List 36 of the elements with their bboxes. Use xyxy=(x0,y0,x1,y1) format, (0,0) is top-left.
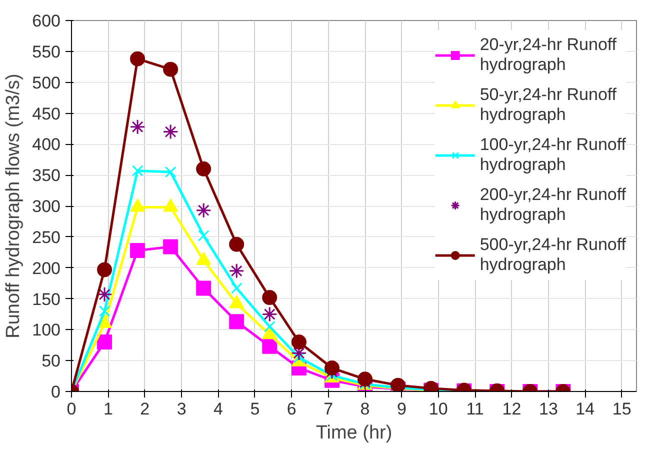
x-tick-label: 12 xyxy=(502,400,522,418)
legend-label: 100-yr,24-hr Runoff hydrograph xyxy=(480,134,626,176)
y-tick-label: 500 xyxy=(32,73,61,92)
y-tick-label: 450 xyxy=(32,104,61,124)
y-tick-label: 50 xyxy=(42,352,61,371)
x-tick-label: 8 xyxy=(360,400,370,418)
y-axis-title: Runoff hydrograph flows (m3/s) xyxy=(3,74,24,338)
legend-label: 20-yr,24-hr Runoff hydrograph xyxy=(480,34,617,76)
y-tick-label: 250 xyxy=(32,228,61,247)
x-tick-label: 15 xyxy=(612,400,632,418)
x-tick-label: 6 xyxy=(286,400,296,418)
x-tick-label: 0 xyxy=(66,400,76,418)
x-tick-label: 2 xyxy=(140,400,150,418)
legend-label: 500-yr,24-hr Runoff hydrograph xyxy=(480,234,626,276)
y-tick-label: 150 xyxy=(32,290,61,309)
legend-label: 200-yr,24-hr Runoff hydrograph xyxy=(480,184,626,226)
x-tick-label: 7 xyxy=(324,400,334,418)
x-axis-title: Time (hr) xyxy=(316,422,392,444)
x-tick-label: 4 xyxy=(214,400,223,418)
y-tick-label: 300 xyxy=(32,197,61,216)
x-tick-label: 3 xyxy=(176,400,186,418)
x-tick-label: 5 xyxy=(250,400,260,418)
y-tick-label: 0 xyxy=(51,382,61,402)
y-tick-label: 100 xyxy=(32,320,61,340)
x-tick-label: 13 xyxy=(538,400,558,418)
legend-label: 50-yr,24-hr Runoff hydrograph xyxy=(480,84,617,126)
x-tick-label: 14 xyxy=(576,400,595,418)
y-tick-label: 600 xyxy=(32,12,61,30)
x-tick-label: 11 xyxy=(466,400,484,418)
x-tick-label: 1 xyxy=(103,400,113,418)
x-tick-label: 9 xyxy=(396,400,406,418)
x-tick-label: 10 xyxy=(428,400,448,418)
y-tick-label: 400 xyxy=(32,135,61,154)
y-tick-label: 200 xyxy=(32,258,61,278)
y-tick-label: 550 xyxy=(32,42,61,62)
y-tick-label: 350 xyxy=(32,166,61,186)
